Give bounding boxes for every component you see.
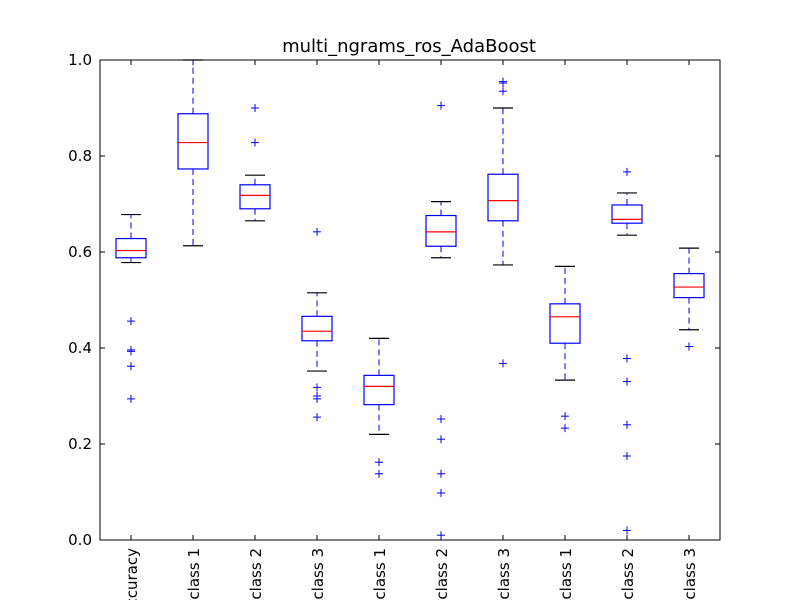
flier-point bbox=[251, 104, 259, 112]
box bbox=[301, 315, 333, 342]
box bbox=[611, 204, 643, 224]
flier-point bbox=[313, 227, 321, 236]
flier-point bbox=[375, 469, 383, 478]
flier-point bbox=[561, 424, 569, 433]
flier-point bbox=[437, 531, 445, 540]
flier-point bbox=[623, 167, 631, 176]
flier-point bbox=[437, 101, 445, 110]
flier-point bbox=[499, 79, 507, 88]
y-tick-label: 0.2 bbox=[68, 435, 92, 453]
y-tick-label: 0.0 bbox=[68, 531, 92, 549]
x-tick-label: class 2 bbox=[247, 548, 265, 600]
flier-point bbox=[313, 383, 321, 392]
flier-point bbox=[685, 342, 693, 351]
flier-point bbox=[127, 317, 135, 326]
y-tick-label: 0.4 bbox=[68, 339, 92, 357]
box bbox=[177, 113, 209, 170]
box bbox=[239, 184, 271, 210]
flier-point bbox=[623, 377, 631, 386]
box bbox=[487, 173, 519, 222]
flier-point bbox=[251, 138, 259, 147]
flier-point bbox=[623, 526, 631, 535]
flier-point bbox=[623, 354, 631, 363]
flier-point bbox=[437, 469, 445, 478]
box bbox=[363, 374, 395, 406]
flier-point bbox=[437, 415, 445, 424]
x-tick-label: class 1 bbox=[371, 548, 389, 600]
y-tick-label: 0.8 bbox=[68, 147, 92, 165]
x-tick-label: class 1 bbox=[185, 548, 203, 600]
axes-frame bbox=[99, 59, 721, 541]
x-tick-label: class 2 bbox=[433, 548, 451, 600]
flier-point bbox=[561, 412, 569, 421]
flier-point bbox=[499, 359, 507, 368]
flier-point bbox=[313, 413, 321, 422]
box bbox=[673, 273, 705, 299]
flier-point bbox=[437, 435, 445, 444]
x-tick-label: ccuracy bbox=[123, 548, 141, 600]
y-tick-label: 0.6 bbox=[68, 243, 92, 261]
flier-point bbox=[623, 420, 631, 429]
y-tick-label: 1.0 bbox=[68, 51, 92, 69]
flier-point bbox=[127, 394, 135, 403]
flier-point bbox=[127, 347, 135, 356]
flier-point bbox=[499, 87, 507, 96]
flier-point bbox=[127, 362, 135, 371]
x-tick-label: class 3 bbox=[495, 548, 513, 600]
flier-point bbox=[437, 488, 445, 497]
chart-title: multi_ngrams_ros_AdaBoost bbox=[282, 36, 536, 57]
box bbox=[425, 214, 457, 247]
x-tick-label: class 1 bbox=[557, 548, 575, 600]
flier-point bbox=[375, 458, 383, 467]
plot-area: 0.0 0.2 0.4 0.6 0.8 1.0 ccuracy class 1 class 2 c… bbox=[68, 51, 720, 600]
x-tick-label: class 3 bbox=[681, 548, 699, 600]
box bbox=[115, 237, 147, 259]
flier-point bbox=[313, 394, 321, 403]
x-tick-label: class 2 bbox=[619, 548, 637, 600]
x-tick-label: class 3 bbox=[309, 548, 327, 600]
flier-point bbox=[623, 452, 631, 460]
box bbox=[549, 303, 581, 344]
